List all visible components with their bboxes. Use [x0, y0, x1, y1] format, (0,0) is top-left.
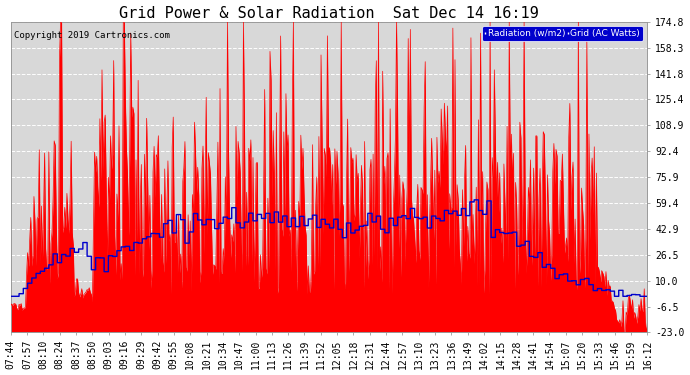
Text: Copyright 2019 Cartronics.com: Copyright 2019 Cartronics.com — [14, 31, 170, 40]
Legend: Radiation (w/m2), Grid (AC Watts): Radiation (w/m2), Grid (AC Watts) — [482, 26, 643, 40]
Title: Grid Power & Solar Radiation  Sat Dec 14 16:19: Grid Power & Solar Radiation Sat Dec 14 … — [119, 6, 539, 21]
